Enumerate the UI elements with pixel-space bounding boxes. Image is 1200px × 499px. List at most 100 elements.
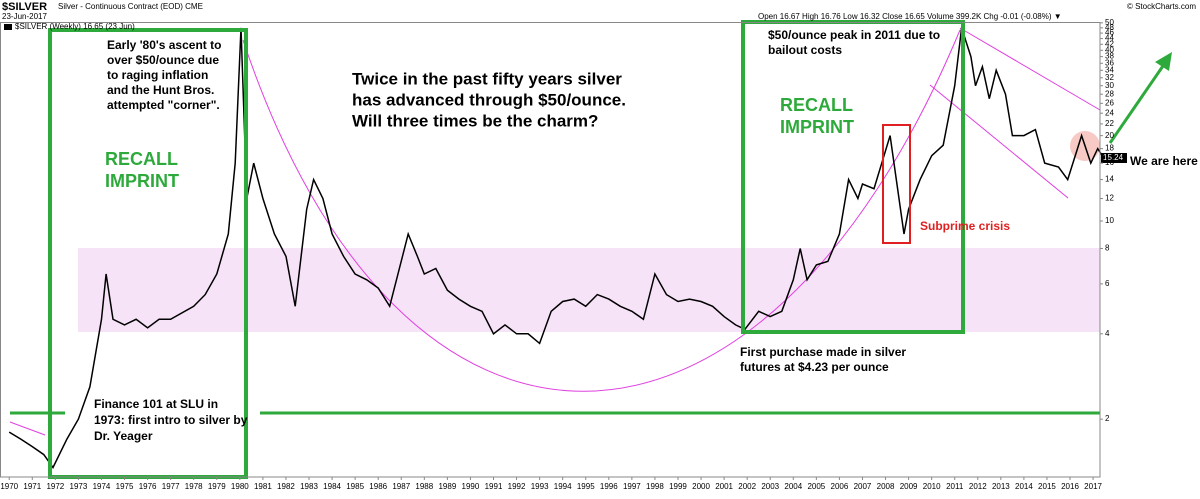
annotation: Early '80's ascent to bbox=[107, 38, 221, 52]
price-line bbox=[8, 27, 1105, 469]
x-tick-label: 1984 bbox=[323, 482, 341, 491]
x-tick-label: 1988 bbox=[415, 482, 433, 491]
y-tick-label: 36 bbox=[1105, 58, 1114, 67]
y-tick-label: 44 bbox=[1105, 34, 1114, 43]
x-tick-label: 2007 bbox=[854, 482, 872, 491]
annotation: futures at $4.23 per ounce bbox=[740, 360, 889, 374]
x-tick-label: 1991 bbox=[485, 482, 503, 491]
annotation: attempted "corner". bbox=[107, 98, 220, 112]
y-tick-label: 50 bbox=[1105, 18, 1114, 27]
annotation: 1973: first intro to silver by bbox=[94, 413, 248, 427]
x-tick-label: 1994 bbox=[554, 482, 572, 491]
channel-line bbox=[929, 84, 1069, 199]
price-tag-label: 15.24 bbox=[1103, 153, 1124, 162]
x-tick-label: 1992 bbox=[508, 482, 526, 491]
x-tick-label: 1978 bbox=[185, 482, 203, 491]
x-tick-label: 1996 bbox=[600, 482, 618, 491]
x-tick-label: 2010 bbox=[923, 482, 941, 491]
x-tick-label: 1973 bbox=[70, 482, 88, 491]
annotation: RECALL bbox=[105, 149, 178, 169]
x-tick-label: 2001 bbox=[715, 482, 733, 491]
x-tick-label: 1989 bbox=[438, 482, 456, 491]
y-tick-label: 8 bbox=[1105, 244, 1110, 253]
quote: Open 16.67 High 16.76 Low 16.32 Close 16… bbox=[758, 12, 1062, 21]
annotation: IMPRINT bbox=[780, 117, 854, 137]
y-tick-label: 16 bbox=[1105, 158, 1114, 167]
annotation: Finance 101 at SLU in bbox=[94, 397, 218, 411]
annotation: Twice in the past fifty years silver bbox=[352, 69, 622, 88]
y-tick-label: 48 bbox=[1105, 23, 1114, 32]
x-tick-label: 1976 bbox=[139, 482, 157, 491]
annotation: $50/ounce peak in 2011 due to bbox=[768, 28, 940, 42]
arrow-head bbox=[1155, 52, 1172, 71]
x-tick-label: 2008 bbox=[877, 482, 895, 491]
x-tick-label: 1983 bbox=[300, 482, 318, 491]
x-tick-label: 2012 bbox=[969, 482, 987, 491]
x-tick-label: 1985 bbox=[346, 482, 364, 491]
x-tick-label: 2005 bbox=[807, 482, 825, 491]
x-tick-label: 1999 bbox=[669, 482, 687, 491]
annotation: First purchase made in silver bbox=[740, 345, 906, 359]
y-tick-label: 46 bbox=[1105, 28, 1114, 37]
x-tick-label: 2015 bbox=[1038, 482, 1056, 491]
x-tick-label: 2017 bbox=[1084, 482, 1102, 491]
annotation: RECALL bbox=[780, 95, 853, 115]
x-tick-label: 1993 bbox=[531, 482, 549, 491]
chart-title: Silver - Continuous Contract (EOD) CME bbox=[58, 2, 203, 11]
y-tick-label: 18 bbox=[1105, 144, 1114, 153]
x-tick-label: 1979 bbox=[208, 482, 226, 491]
y-tick-label: 40 bbox=[1105, 45, 1114, 54]
plot bbox=[8, 27, 1105, 469]
symbol: $SILVER bbox=[2, 1, 47, 13]
x-tick-label: 2004 bbox=[784, 482, 802, 491]
legend-swatch bbox=[4, 24, 12, 30]
annotation: bailout costs bbox=[768, 43, 842, 57]
x-tick-label: 1982 bbox=[277, 482, 295, 491]
x-tick-label: 1975 bbox=[116, 482, 134, 491]
x-tick-label: 1971 bbox=[23, 482, 41, 491]
legend-label: $SILVER (Weekly) 16.65 (23 Jun) bbox=[15, 22, 135, 31]
arrow bbox=[1108, 62, 1167, 144]
annotation: has advanced through $50/ounce. bbox=[352, 90, 626, 109]
annotation: Will three times be the charm? bbox=[352, 111, 598, 130]
crisis-box bbox=[882, 124, 911, 244]
y-tick-label: 34 bbox=[1105, 65, 1114, 74]
y-tick-label: 28 bbox=[1105, 89, 1114, 98]
annotation: Subprime crisis bbox=[920, 219, 1010, 233]
y-tick-label: 12 bbox=[1105, 194, 1114, 203]
y-tick-label: 42 bbox=[1105, 39, 1114, 48]
x-tick-label: 1980 bbox=[231, 482, 249, 491]
price-tag bbox=[1101, 153, 1127, 163]
x-tick-label: 2011 bbox=[946, 482, 964, 491]
x-tick-label: 1977 bbox=[162, 482, 180, 491]
annotation: Dr. Yeager bbox=[94, 429, 153, 443]
y-tick-label: 26 bbox=[1105, 98, 1114, 107]
annotation: to raging inflation bbox=[107, 68, 208, 82]
range-band bbox=[78, 248, 1100, 332]
x-tick-label: 2000 bbox=[692, 482, 710, 491]
y-tick-label: 6 bbox=[1105, 279, 1110, 288]
x-tick-label: 2003 bbox=[761, 482, 779, 491]
y-tick-label: 22 bbox=[1105, 119, 1114, 128]
x-tick-label: 1972 bbox=[46, 482, 64, 491]
annotation: We are here bbox=[1130, 154, 1198, 168]
plot-frame bbox=[0, 22, 1101, 478]
y-tick-label: 38 bbox=[1105, 52, 1114, 61]
y-tick-label: 14 bbox=[1105, 175, 1114, 184]
x-tick-label: 2009 bbox=[900, 482, 918, 491]
x-tick-label: 1974 bbox=[93, 482, 111, 491]
y-tick-label: 30 bbox=[1105, 81, 1114, 90]
x-tick-label: 2006 bbox=[831, 482, 849, 491]
x-tick-label: 1987 bbox=[392, 482, 410, 491]
y-tick-label: 4 bbox=[1105, 329, 1110, 338]
date: 23-Jun-2017 bbox=[2, 12, 47, 21]
y-tick-label: 20 bbox=[1105, 131, 1114, 140]
annotation: IMPRINT bbox=[105, 171, 179, 191]
channel-line bbox=[959, 27, 1101, 111]
x-tick-label: 2014 bbox=[1015, 482, 1033, 491]
x-tick-label: 1995 bbox=[577, 482, 595, 491]
x-tick-label: 1986 bbox=[369, 482, 387, 491]
x-tick-label: 1997 bbox=[623, 482, 641, 491]
y-tick-label: 2 bbox=[1105, 414, 1110, 423]
